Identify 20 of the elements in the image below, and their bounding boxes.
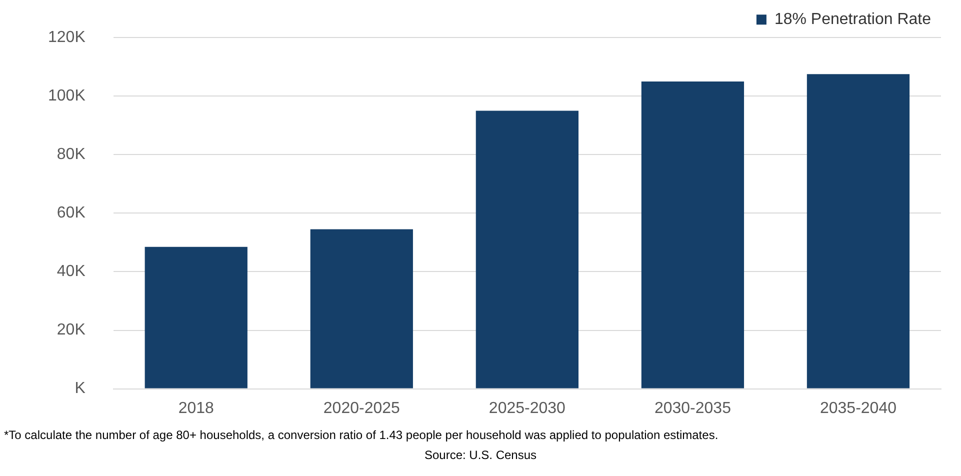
- y-tick-label: 80K: [56, 146, 86, 164]
- x-tick-label: 2018: [178, 400, 214, 417]
- bar: [641, 82, 744, 388]
- x-tick-label: 2020-2025: [323, 400, 400, 417]
- y-tick-label: 60K: [56, 204, 86, 222]
- x-tick-label: 2035-2040: [820, 400, 897, 417]
- bar: [310, 229, 413, 388]
- y-tick-label: 120K: [48, 29, 86, 46]
- bar: [144, 246, 248, 388]
- y-tick-label: K: [74, 380, 86, 398]
- x-tick-label: 2030-2035: [654, 400, 732, 417]
- source-note: Source: U.S. Census: [423, 448, 538, 462]
- x-tick-label: 2025-2030: [488, 400, 566, 417]
- bar: [476, 110, 578, 388]
- bar: [806, 74, 910, 388]
- y-tick-label: 100K: [48, 88, 86, 105]
- text: *To calculate the number of age 80+ households, a conversion ratio of 1.43 people per household was applied to population estimates.: [3, 428, 720, 442]
- y-tick-label: 40K: [56, 263, 86, 280]
- y-tick-label: 20K: [56, 322, 86, 339]
- legend-label: 18% Penetration Rate: [774, 11, 932, 28]
